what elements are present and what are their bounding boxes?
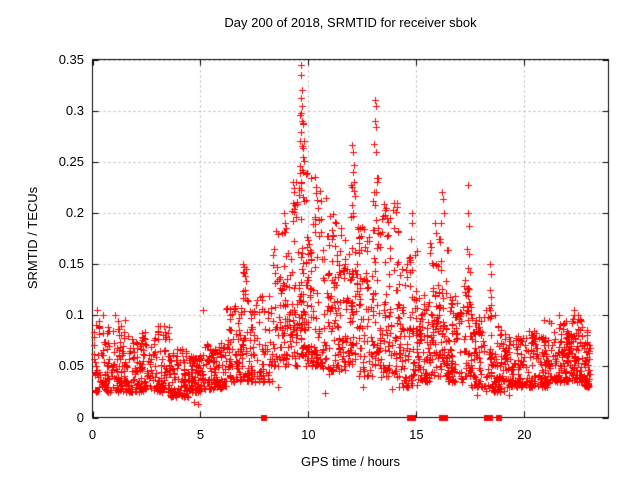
x-tick-label: 0 [88,427,97,442]
y-tick-label: 0.1 [65,307,84,323]
y-tick-label: 0.25 [58,153,84,169]
x-tick-label: 10 [301,427,316,442]
y-tick-label: 0.35 [58,51,84,67]
x-tick-label: 15 [409,427,424,442]
x-tick-label: 5 [196,427,205,442]
y-tick-label: 0.3 [65,102,84,118]
y-tick-label: 0.15 [58,256,84,272]
chart-title: Day 200 of 2018, SRMTID for receiver sbo… [224,15,477,30]
y-tick-label: 0.05 [58,358,84,374]
y-tick-label: 0 [76,409,84,425]
x-tick-label: 20 [517,427,532,442]
x-axis-label: GPS time / hours [301,454,400,469]
y-tick-label: 0.2 [65,204,84,220]
y-axis-label: SRMTID / TECUs [25,186,40,290]
